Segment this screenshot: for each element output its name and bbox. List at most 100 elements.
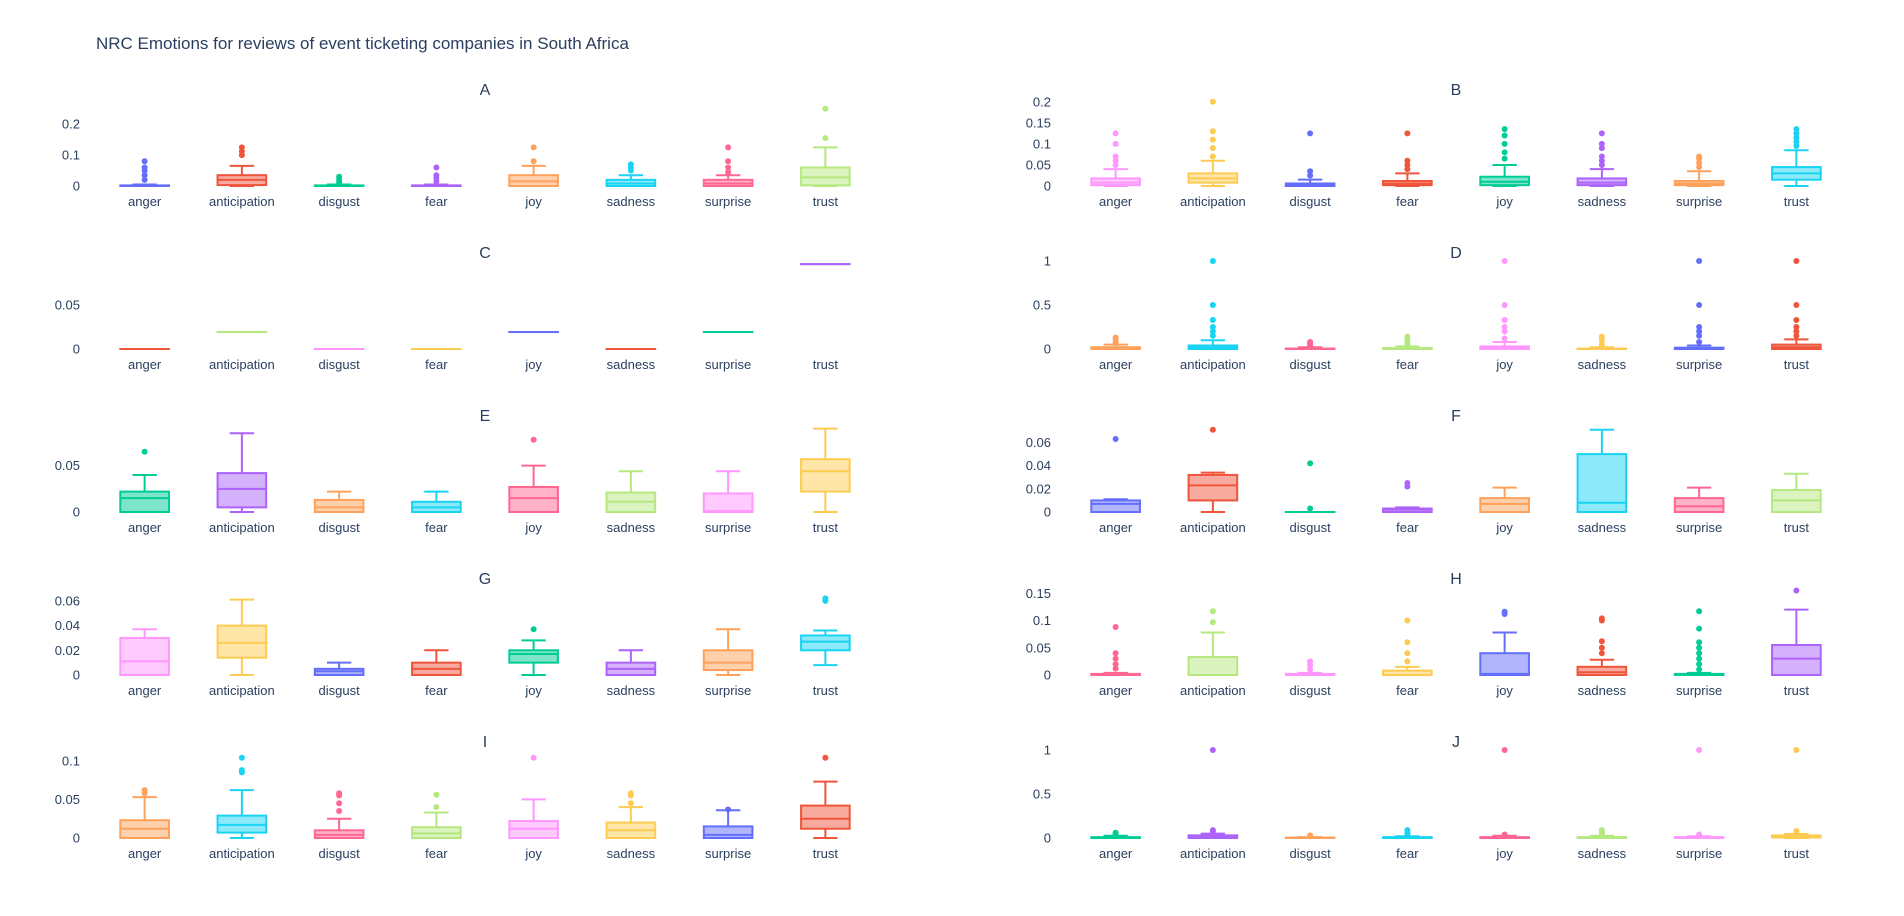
- x-tick-label: anticipation: [1180, 846, 1246, 861]
- panel-title: A: [480, 82, 491, 99]
- box-trust: trust: [1772, 588, 1821, 698]
- outlier-point: [1404, 639, 1410, 645]
- box-surprise: surprise: [704, 144, 753, 209]
- outlier-point: [1793, 258, 1799, 264]
- x-tick-label: joy: [1495, 846, 1513, 861]
- box-fear: fear: [1383, 827, 1432, 861]
- outlier-point: [1696, 667, 1702, 673]
- x-tick-label: surprise: [705, 520, 751, 535]
- box-sadness: sadness: [607, 349, 656, 372]
- outlier-point: [1113, 624, 1119, 630]
- outlier-point: [1404, 658, 1410, 664]
- box-body: [1772, 645, 1821, 675]
- outlier-point: [1307, 658, 1313, 664]
- box-surprise: surprise: [1675, 258, 1724, 372]
- box-body: [704, 493, 753, 512]
- box-body: [509, 650, 558, 662]
- x-tick-label: sadness: [1578, 683, 1627, 698]
- outlier-point: [1696, 258, 1702, 264]
- x-tick-label: joy: [1495, 683, 1513, 698]
- x-tick-label: anticipation: [209, 520, 275, 535]
- outlier-point: [1404, 158, 1410, 164]
- outlier-point: [1502, 317, 1508, 323]
- panel-title: F: [1451, 408, 1461, 425]
- y-tick-label: 0: [73, 831, 80, 846]
- box-trust: trust: [1772, 126, 1821, 209]
- outlier-point: [531, 144, 537, 150]
- x-tick-label: trust: [1784, 846, 1810, 861]
- box-body: [1675, 498, 1724, 512]
- x-tick-label: sadness: [1578, 194, 1627, 209]
- outlier-point: [1696, 661, 1702, 667]
- outlier-point: [822, 595, 828, 601]
- y-tick-label: 0: [1044, 831, 1051, 846]
- outlier-point: [1210, 258, 1216, 264]
- x-tick-label: disgust: [1290, 357, 1332, 372]
- x-tick-label: fear: [1396, 846, 1419, 861]
- box-surprise: surprise: [704, 332, 753, 372]
- box-trust: trust: [801, 755, 850, 861]
- outlier-point: [433, 164, 439, 170]
- outlier-point: [1599, 615, 1605, 621]
- x-tick-label: fear: [425, 357, 448, 372]
- x-tick-label: sadness: [607, 683, 656, 698]
- outlier-point: [1599, 130, 1605, 136]
- box-trust: trust: [801, 429, 850, 535]
- box-body: [1189, 657, 1238, 675]
- outlier-point: [336, 174, 342, 180]
- box-anticipation: anticipation: [209, 332, 275, 372]
- outlier-point: [1793, 317, 1799, 323]
- outlier-point: [1113, 436, 1119, 442]
- outlier-point: [1502, 126, 1508, 132]
- box-anticipation: anticipation: [1180, 608, 1246, 698]
- outlier-point: [1696, 324, 1702, 330]
- outlier-point: [1307, 832, 1313, 838]
- outlier-point: [1599, 334, 1605, 340]
- outlier-point: [1210, 317, 1216, 323]
- y-tick-label: 0.5: [1033, 298, 1051, 313]
- outlier-point: [1307, 506, 1313, 512]
- box-fear: fear: [1383, 480, 1432, 535]
- outlier-point: [1599, 638, 1605, 644]
- panel-title: J: [1452, 734, 1460, 751]
- x-tick-label: anticipation: [1180, 520, 1246, 535]
- box-disgust: disgust: [315, 790, 364, 861]
- box-anticipation: anticipation: [1180, 747, 1246, 861]
- y-tick-label: 0: [1044, 505, 1051, 520]
- y-tick-label: 0: [73, 179, 80, 194]
- y-tick-label: 0.02: [1026, 481, 1051, 496]
- box-trust: trust: [801, 264, 850, 372]
- x-tick-label: sadness: [607, 357, 656, 372]
- box-body: [704, 826, 753, 838]
- outlier-point: [239, 755, 245, 761]
- box-sadness: sadness: [607, 650, 656, 698]
- box-sadness: sadness: [1578, 430, 1627, 535]
- outlier-point: [1210, 128, 1216, 134]
- box-surprise: surprise: [1675, 154, 1724, 209]
- box-fear: fear: [412, 164, 461, 209]
- x-tick-label: joy: [1495, 357, 1513, 372]
- outlier-point: [1696, 626, 1702, 632]
- outlier-point: [1696, 154, 1702, 160]
- box-joy: joy: [1480, 609, 1529, 698]
- x-tick-label: surprise: [1676, 846, 1722, 861]
- panel-title: D: [1450, 245, 1462, 262]
- outlier-point: [1696, 650, 1702, 656]
- x-tick-label: disgust: [319, 520, 361, 535]
- outlier-point: [1696, 645, 1702, 651]
- x-tick-label: anger: [128, 194, 162, 209]
- x-tick-label: trust: [1784, 683, 1810, 698]
- box-anger: anger: [120, 787, 169, 861]
- outlier-point: [1599, 827, 1605, 833]
- box-body: [1578, 667, 1627, 675]
- box-body: [704, 650, 753, 670]
- outlier-point: [1696, 656, 1702, 662]
- box-anticipation: anticipation: [209, 144, 275, 209]
- x-tick-label: trust: [813, 683, 839, 698]
- x-tick-label: joy: [524, 357, 542, 372]
- box-fear: fear: [1383, 130, 1432, 209]
- outlier-point: [1113, 661, 1119, 667]
- outlier-point: [336, 808, 342, 814]
